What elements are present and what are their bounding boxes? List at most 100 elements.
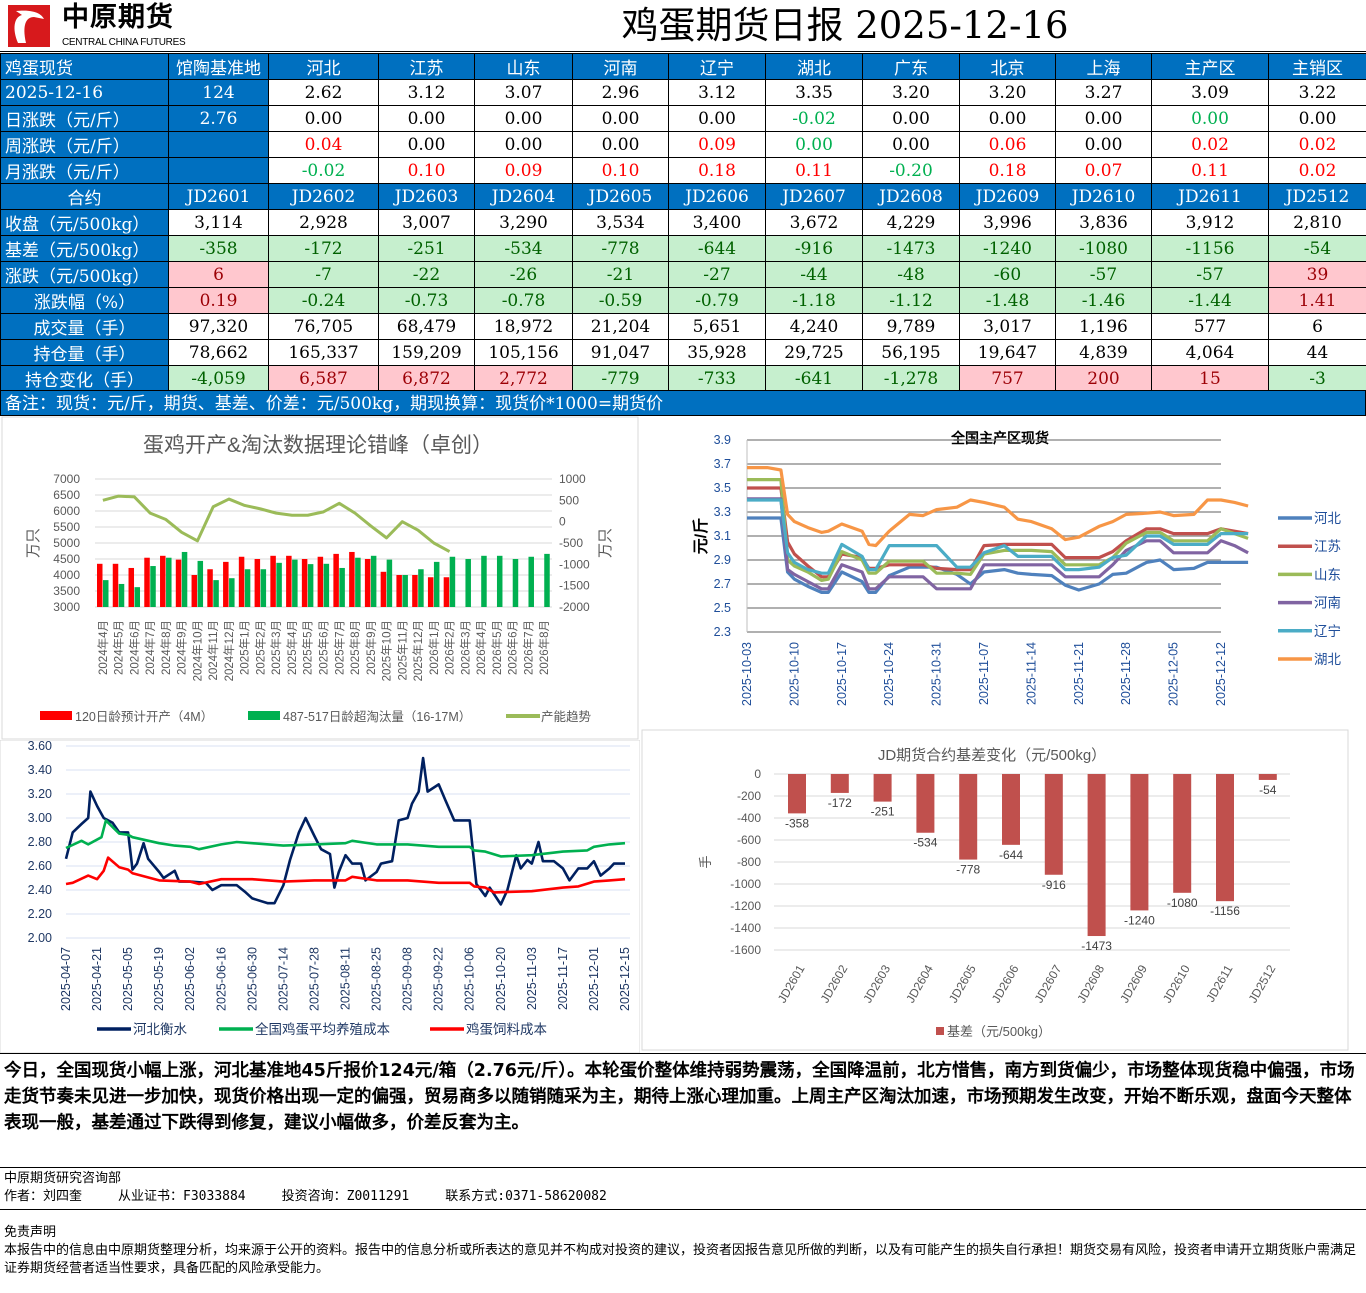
x-tick-label: 2025-12-01	[587, 947, 601, 1011]
table-cell: 3.27	[1055, 79, 1152, 106]
table-cell: 0.00	[1055, 131, 1152, 158]
legend-label: 辽宁	[1314, 623, 1341, 639]
y-tick-label: 3500	[53, 584, 80, 598]
bar-laying	[349, 551, 355, 607]
table-cell: 3,912	[1151, 209, 1269, 236]
table-cell: -21	[572, 261, 669, 288]
bar-culling	[339, 567, 345, 607]
table-cell: -1.44	[1151, 287, 1269, 314]
table-cell: 4,064	[1151, 339, 1269, 366]
legend-swatch	[248, 711, 280, 720]
table-cell: 124	[168, 79, 269, 106]
cert-number: 从业证书：F3033884	[118, 1189, 246, 1204]
legend-label: 河北衡水	[133, 1022, 187, 1037]
table-row: 涨跌幅（%） 0.19 -0.24 -0.73 -0.78 -0.59 -0.79 -1.18…	[0, 287, 1366, 314]
row-label: 持仓量（手）	[0, 339, 169, 366]
table-cell: 0.09	[474, 157, 573, 184]
contract-header: JD2608	[862, 183, 960, 210]
x-tick-label: 2024年11月	[206, 620, 220, 681]
basis-bar	[788, 774, 806, 814]
report-header: 中原期货 CENTRAL CHINA FUTURES 鸡蛋期货日报 2025-1…	[0, 0, 1366, 52]
table-cell: 0.18	[959, 157, 1056, 184]
bar-laying	[317, 556, 324, 607]
bar-laying	[396, 575, 402, 607]
x-tick-label: 2025-12-05	[1167, 642, 1181, 706]
bar-culling	[307, 564, 314, 607]
table-cell: 757	[959, 365, 1056, 392]
table-cell: -7	[268, 261, 379, 288]
y-tick-label: 2.60	[28, 859, 52, 873]
contract-header: JD2512	[1268, 183, 1366, 210]
table-cell: 0.19	[168, 287, 269, 314]
table-cell: -0.20	[862, 157, 960, 184]
table-cell: 35,928	[668, 339, 766, 366]
table-cell: 0.00	[959, 105, 1056, 132]
table-row: 持仓变化（手） -4,059 6,587 6,872 2,772 -779 -733 -641…	[0, 365, 1366, 392]
bar-culling	[496, 555, 503, 607]
table-cell: -3	[1268, 365, 1366, 392]
x-tick-label: 2026年4月	[474, 620, 488, 675]
bar-culling	[418, 569, 424, 607]
y-tick-label: 0	[754, 767, 761, 781]
table-cell: -778	[572, 235, 669, 262]
basis-bar	[1173, 774, 1192, 893]
x-tick-label: 2024年9月	[175, 620, 189, 675]
table-cell: 3,017	[959, 313, 1056, 340]
y-tick-label: 3.7	[714, 457, 731, 471]
table-cell: 2.96	[572, 79, 669, 106]
table-cell: -1156	[1151, 235, 1269, 262]
table-row: 周涨跌（元/斤） 0.04 0.00 0.00 0.00 0.09 0.00 0.00 0.06…	[0, 131, 1366, 158]
x-tick-label: 2025-09-08	[401, 947, 415, 1011]
contract-header: JD2607	[765, 183, 863, 210]
table-cell: 0.00	[474, 105, 573, 132]
data-label: -778	[956, 863, 980, 877]
table-cell: -0.24	[268, 287, 379, 314]
table-cell: 159,209	[378, 339, 475, 366]
bar-laying	[427, 577, 434, 607]
table-cell: 76,705	[268, 313, 379, 340]
bar-laying	[223, 561, 229, 607]
table-cell: 3.20	[862, 79, 960, 106]
table-cell: -251	[378, 235, 475, 262]
data-label: -534	[913, 836, 937, 850]
table-cell: 6	[1268, 313, 1366, 340]
row-label: 收盘（元/500kg）	[0, 209, 169, 236]
table-cell: 0.00	[378, 131, 475, 158]
table-cell: -916	[765, 235, 863, 262]
series-line-2	[747, 478, 1249, 582]
table-cell: 2,928	[268, 209, 379, 236]
bar-culling	[134, 587, 141, 607]
table-cell: 68,479	[378, 313, 475, 340]
table-cell: 0.00	[268, 105, 379, 132]
x-tick-label: 2025-06-30	[245, 947, 259, 1011]
table-row: 合约 JD2601 JD2602 JD2603 JD2604 JD2605 JD2606 JD…	[0, 183, 1366, 210]
y-tick-label: 2.80	[28, 835, 52, 849]
bar-culling	[260, 569, 267, 607]
table-cell: 5,651	[668, 313, 766, 340]
bar-laying	[254, 559, 261, 607]
x-tick-label: 2025年12月	[411, 620, 425, 681]
table-cell	[168, 157, 269, 184]
table-cell: 2.62	[268, 79, 379, 106]
x-tick-label: 2024年4月	[96, 620, 110, 675]
laying-culling-chart: 蛋鸡开产&淘汰数据理论错峰（卓创）30003500400045005000550…	[1, 416, 639, 740]
table-row: 收盘（元/500kg） 3,114 2,928 3,007 3,290 3,534 3,40…	[0, 209, 1366, 236]
bar-laying	[333, 553, 339, 607]
table-cell: 0.02	[1151, 131, 1269, 158]
y-tick-label: 6000	[53, 504, 80, 518]
contract-header: JD2604	[474, 183, 573, 210]
x-tick-label: 2025-11-21	[1072, 642, 1086, 705]
logo-subtext: CENTRAL CHINA FUTURES	[62, 37, 186, 48]
contract-header: JD2602	[268, 183, 379, 210]
x-tick-label: 2026年2月	[443, 620, 457, 675]
bar-culling	[433, 561, 440, 607]
table-cell: 3,534	[572, 209, 669, 236]
table-cell: 21,204	[572, 313, 669, 340]
contract-header: JD2606	[668, 183, 766, 210]
bar-laying	[160, 555, 166, 607]
y2-tick-label: -500	[559, 536, 583, 550]
table-cell: 0.02	[1268, 157, 1366, 184]
data-label: -1240	[1124, 913, 1155, 927]
y-tick-label: -1400	[730, 921, 761, 935]
bar-laying	[128, 567, 135, 607]
